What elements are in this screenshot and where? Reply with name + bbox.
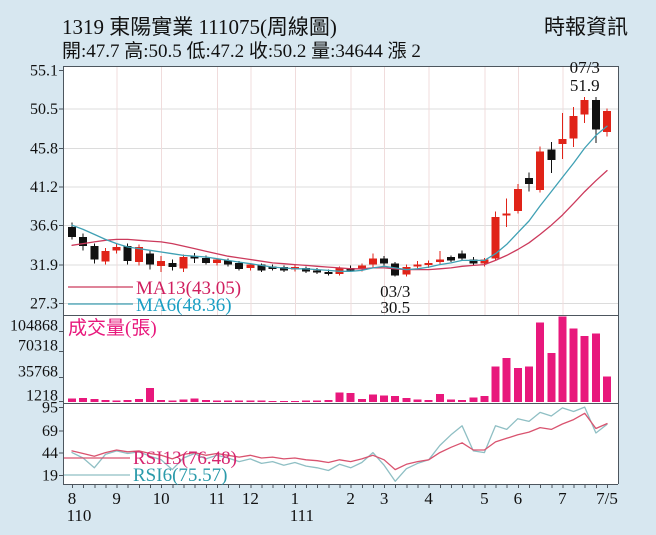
svg-text:44: 44 [42, 445, 58, 462]
svg-text:7: 7 [558, 489, 567, 508]
ma-legend: MA13(43.05)MA6(48.36) [68, 278, 241, 316]
svg-text:50.5: 50.5 [30, 101, 58, 118]
svg-text:110: 110 [67, 506, 92, 525]
svg-text:35768: 35768 [18, 364, 58, 381]
svg-text:6: 6 [514, 489, 523, 508]
svg-text:55.1: 55.1 [30, 63, 58, 80]
svg-text:5: 5 [480, 489, 489, 508]
quote-summary: 開:47.7 高:50.5 低:47.2 收:50.2 量:34644 漲 2 [62, 41, 421, 62]
svg-text:1218: 1218 [26, 388, 58, 405]
candlesticks [68, 96, 611, 277]
svg-text:RSI6(75.57): RSI6(75.57) [133, 465, 227, 486]
svg-text:45.8: 45.8 [30, 140, 58, 157]
svg-text:51.9: 51.9 [570, 76, 600, 95]
svg-text:3: 3 [380, 489, 389, 508]
svg-text:104868: 104868 [10, 318, 58, 335]
svg-text:12: 12 [242, 489, 259, 508]
volume-bars [68, 316, 611, 402]
svg-text:4: 4 [424, 489, 433, 508]
svg-text:10: 10 [153, 489, 170, 508]
svg-text:111: 111 [290, 506, 314, 525]
price-annotations: 07/351.9 03/330.5 [380, 58, 600, 317]
chart-panels [63, 66, 618, 484]
header-row: 1319 東陽實業 111075(周線圖) 時報資訊 [62, 15, 628, 39]
svg-text:9: 9 [112, 489, 121, 508]
svg-text:30.5: 30.5 [380, 298, 410, 317]
svg-text:70318: 70318 [18, 338, 58, 355]
svg-text:8: 8 [68, 489, 77, 508]
svg-text:69: 69 [42, 423, 58, 440]
svg-text:95: 95 [42, 400, 58, 417]
chart-title: 1319 東陽實業 111075(周線圖) [62, 15, 337, 39]
svg-text:31.9: 31.9 [30, 257, 58, 274]
volume-title: 成交量(張) [68, 317, 157, 339]
svg-text:成交量(張): 成交量(張) [68, 317, 157, 339]
svg-text:07/3: 07/3 [570, 58, 600, 77]
svg-text:MA6(48.36): MA6(48.36) [136, 295, 232, 316]
rsi-legend: RSI13(76.48)RSI6(75.57) [64, 448, 237, 486]
svg-text:11: 11 [209, 489, 225, 508]
rsi-lines [71, 406, 608, 482]
svg-text:03/3: 03/3 [380, 282, 410, 301]
svg-text:19: 19 [42, 468, 58, 485]
svg-text:1: 1 [291, 489, 300, 508]
svg-text:7/5: 7/5 [596, 489, 618, 508]
y-axis-labels: 55.1 50.5 45.8 41.2 36.6 31.9 27.3 104868 70318 3… [10, 63, 63, 485]
source-label: 時報資訊 [544, 15, 628, 39]
svg-text:41.2: 41.2 [30, 179, 58, 196]
svg-text:RSI13(76.48): RSI13(76.48) [133, 448, 237, 469]
grid-lines [63, 66, 618, 315]
ma-lines [71, 125, 608, 272]
svg-text:27.3: 27.3 [30, 296, 58, 313]
svg-text:2: 2 [346, 489, 355, 508]
svg-text:36.6: 36.6 [30, 218, 58, 235]
svg-text:MA13(43.05): MA13(43.05) [136, 278, 241, 299]
